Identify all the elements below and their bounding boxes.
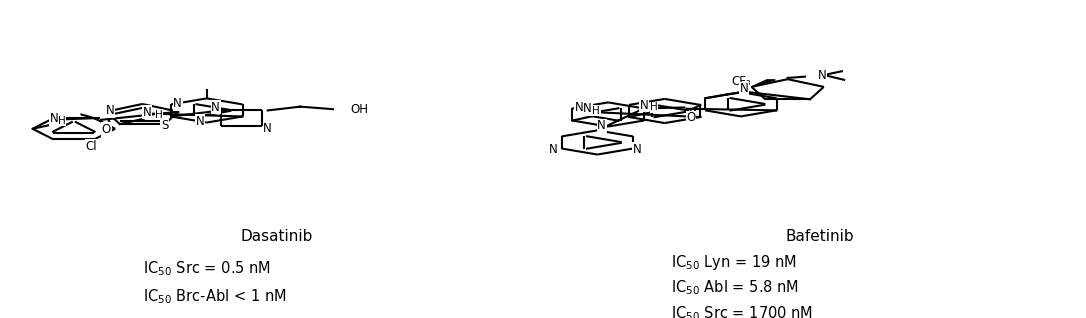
Text: N: N bbox=[633, 143, 642, 156]
Polygon shape bbox=[752, 80, 775, 87]
Text: N: N bbox=[195, 115, 204, 128]
Text: Dasatinib: Dasatinib bbox=[241, 229, 313, 245]
Text: N: N bbox=[106, 104, 115, 117]
Text: N: N bbox=[263, 122, 273, 135]
Text: S: S bbox=[161, 119, 168, 132]
Text: IC$_{50}$ Src = 0.5 nM: IC$_{50}$ Src = 0.5 nM bbox=[143, 259, 272, 278]
Text: N: N bbox=[640, 99, 648, 112]
Text: N: N bbox=[574, 101, 583, 114]
Text: H: H bbox=[593, 106, 601, 116]
Text: N: N bbox=[740, 82, 748, 95]
Text: Cl: Cl bbox=[86, 140, 97, 153]
Text: IC$_{50}$ Lyn = 19 nM: IC$_{50}$ Lyn = 19 nM bbox=[671, 253, 797, 272]
Text: O: O bbox=[686, 111, 695, 124]
Text: O: O bbox=[102, 123, 111, 136]
Text: N: N bbox=[597, 119, 606, 132]
Text: N: N bbox=[818, 69, 826, 81]
Text: IC$_{50}$ Brc-Abl < 1 nM: IC$_{50}$ Brc-Abl < 1 nM bbox=[143, 287, 287, 306]
Text: Bafetinib: Bafetinib bbox=[785, 229, 855, 245]
Text: N: N bbox=[548, 143, 557, 156]
Text: CF₃: CF₃ bbox=[731, 75, 750, 88]
Text: N: N bbox=[173, 97, 182, 110]
Text: N: N bbox=[50, 113, 59, 125]
Text: IC$_{50}$ Abl = 5.8 nM: IC$_{50}$ Abl = 5.8 nM bbox=[671, 279, 799, 297]
Text: N: N bbox=[211, 101, 220, 114]
Text: N: N bbox=[142, 106, 151, 119]
Text: H: H bbox=[58, 115, 66, 126]
Text: H: H bbox=[651, 102, 658, 112]
Text: OH: OH bbox=[351, 103, 368, 116]
Text: H: H bbox=[155, 110, 163, 120]
Text: N: N bbox=[583, 102, 592, 115]
Text: IC$_{50}$ Src = 1700 nM: IC$_{50}$ Src = 1700 nM bbox=[671, 304, 813, 318]
